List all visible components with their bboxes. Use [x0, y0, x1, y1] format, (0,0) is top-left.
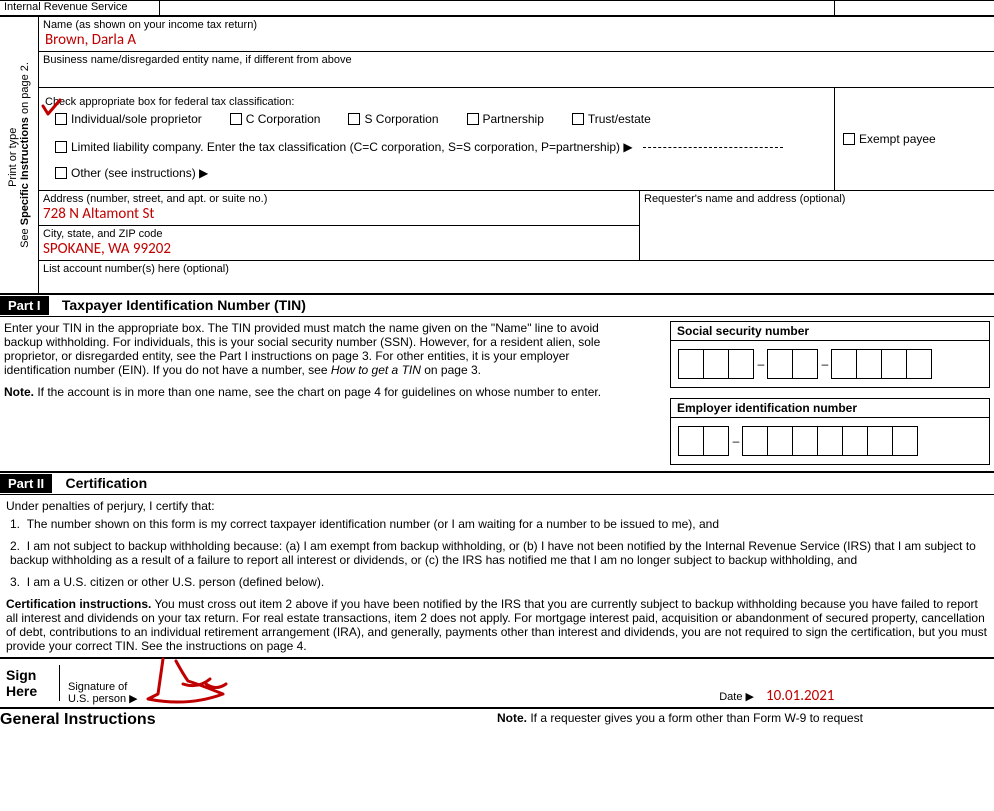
tin-text1a: Enter your TIN in the appropriate box. T… [4, 321, 600, 377]
name-value[interactable]: Brown, Darla A [43, 31, 990, 49]
date-value[interactable]: 10.01.2021 [766, 687, 986, 705]
partI-title: Taxpayer Identification Number (TIN) [52, 297, 306, 313]
exempt-cell: Exempt payee [834, 88, 994, 190]
cert-item3: I am a U.S. citizen or other U.S. person… [27, 575, 324, 589]
address-col: Address (number, street, and apt. or sui… [39, 191, 639, 261]
cert-item2: I am not subject to backup withholding b… [10, 539, 976, 567]
partI-tag: Part I [0, 296, 49, 315]
address-requester-row: Address (number, street, and apt. or sui… [39, 191, 994, 261]
ein-boxes[interactable]: – [670, 417, 990, 465]
footer-note-text: If a requester gives you a form other th… [530, 711, 863, 725]
cb-partnership[interactable]: Partnership [467, 112, 544, 126]
general-instructions-title: General Instructions [0, 711, 156, 728]
tin-note-text: If the account is in more than one name,… [37, 385, 601, 399]
tin-text1b: How to get a TIN [331, 363, 421, 377]
sign-here-label: SignHere [0, 665, 60, 701]
cb-individual[interactable]: Individual/sole proprietor [55, 112, 202, 126]
tin-note-label: Note. [4, 385, 34, 399]
signature-icon [128, 649, 288, 709]
classification-block: Check appropriate box for federal tax cl… [39, 88, 994, 191]
date-label: Date ▶ [719, 690, 754, 703]
cb-trust[interactable]: Trust/estate [572, 112, 651, 126]
partI-header: Part I Taxpayer Identification Number (T… [0, 293, 994, 317]
cert-instr-label: Certification instructions. [6, 597, 151, 611]
signature-area[interactable] [138, 661, 720, 705]
city-cell: City, state, and ZIP code SPOKANE, WA 99… [39, 226, 639, 261]
cert-item1: The number shown on this form is my corr… [27, 517, 719, 531]
classification-label: Check appropriate box for federal tax cl… [43, 90, 830, 108]
main-block: Print or type See Specific Instructions … [0, 17, 994, 293]
ssn-boxes[interactable]: – – [670, 340, 990, 388]
ssn-label: Social security number [670, 321, 990, 340]
cb-ccorp[interactable]: C Corporation [230, 112, 321, 126]
name-cell: Name (as shown on your income tax return… [39, 17, 994, 52]
partI-body: Enter your TIN in the appropriate box. T… [0, 317, 994, 465]
business-label: Business name/disregarded entity name, i… [43, 54, 990, 66]
business-cell: Business name/disregarded entity name, i… [39, 52, 994, 88]
side-line1: Print or type [7, 66, 19, 248]
cert-intro: Under penalties of perjury, I certify th… [6, 499, 988, 513]
cb-other[interactable]: Other (see instructions) ▶ [55, 166, 208, 180]
side-line2: See Specific Instructions on page 2. [19, 62, 31, 248]
sign-row: SignHere Signature of U.S. person ▶ Date… [0, 657, 994, 709]
footer-note-label: Note. [497, 711, 527, 725]
address-cell: Address (number, street, and apt. or sui… [39, 191, 639, 226]
partII-body: Under penalties of perjury, I certify th… [0, 495, 994, 657]
partII-tag: Part II [0, 474, 52, 493]
main-fields: Name (as shown on your income tax return… [38, 17, 994, 293]
tin-instructions: Enter your TIN in the appropriate box. T… [4, 321, 646, 465]
cb-scorp[interactable]: S Corporation [348, 112, 438, 126]
account-label: List account number(s) here (optional) [43, 263, 990, 275]
requester-cell: Requester's name and address (optional) [639, 191, 994, 261]
header-row: Internal Revenue Service [0, 0, 994, 17]
requester-label: Requester's name and address (optional) [644, 193, 990, 205]
footer-row: General Instructions Note. If a requeste… [0, 709, 994, 729]
irs-label: Internal Revenue Service [4, 1, 128, 13]
ein-label: Employer identification number [670, 398, 990, 417]
llc-class-line[interactable] [643, 147, 783, 148]
address-value[interactable]: 728 N Altamont St [43, 205, 635, 223]
cb-llc[interactable]: Limited liability company. Enter the tax… [55, 140, 633, 154]
classification-main: Check appropriate box for federal tax cl… [39, 88, 834, 190]
tin-text1c: on page 3. [424, 363, 481, 377]
cert-instr-text: You must cross out item 2 above if you h… [6, 597, 987, 653]
name-label: Name (as shown on your income tax return… [43, 19, 990, 31]
tin-boxes-col: Social security number – – Employer iden… [670, 321, 990, 465]
cb-exempt[interactable]: Exempt payee [843, 132, 936, 146]
side-instructions: Print or type See Specific Instructions … [0, 17, 38, 293]
w9-form: Internal Revenue Service Print or type S… [0, 0, 994, 729]
city-value[interactable]: SPOKANE, WA 99202 [43, 240, 635, 258]
partII-title: Certification [55, 475, 147, 491]
partII-header: Part II Certification [0, 471, 994, 495]
address-label: Address (number, street, and apt. or sui… [43, 193, 635, 205]
account-cell: List account number(s) here (optional) [39, 261, 994, 293]
city-label: City, state, and ZIP code [43, 228, 635, 240]
